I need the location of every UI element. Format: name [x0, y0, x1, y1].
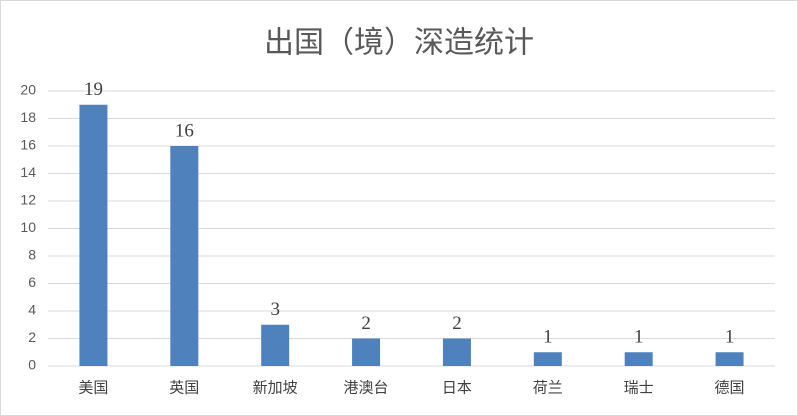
x-tick-label: 新加坡	[253, 379, 298, 397]
bar	[715, 352, 744, 366]
bar	[261, 324, 290, 366]
data-label: 3	[270, 299, 280, 320]
x-tick-label: 美国	[78, 379, 108, 397]
x-tick-label: 港澳台	[344, 379, 389, 397]
x-tick-label: 英国	[169, 379, 199, 397]
bar	[170, 146, 199, 366]
bar	[533, 352, 562, 366]
x-tick-label: 日本	[442, 379, 472, 397]
bar	[442, 338, 471, 366]
y-tick-label: 10	[20, 219, 36, 235]
y-tick-label: 18	[20, 109, 36, 125]
y-tick-label: 4	[28, 302, 36, 318]
bar	[624, 352, 653, 366]
x-tick-label: 荷兰	[533, 379, 563, 397]
y-tick-label: 0	[28, 357, 36, 373]
y-tick-label: 12	[20, 192, 36, 208]
y-tick-label: 14	[20, 164, 36, 180]
y-tick-label: 20	[20, 82, 36, 98]
x-tick-label: 瑞士	[624, 379, 654, 397]
x-tick-label: 德国	[715, 379, 745, 397]
bar	[79, 104, 108, 366]
data-label: 1	[725, 327, 735, 348]
data-label: 1	[543, 327, 553, 348]
y-tick-label: 16	[20, 137, 36, 153]
y-tick-label: 2	[28, 329, 36, 345]
data-label: 16	[175, 120, 194, 141]
bar	[352, 338, 381, 366]
chart-title: 出国（境）深造统计	[264, 26, 534, 61]
data-label: 2	[452, 313, 462, 334]
data-label: 2	[361, 313, 371, 334]
y-tick-label: 8	[28, 247, 36, 263]
data-label: 19	[84, 79, 103, 100]
data-label: 1	[634, 327, 644, 348]
y-tick-label: 6	[28, 274, 36, 290]
